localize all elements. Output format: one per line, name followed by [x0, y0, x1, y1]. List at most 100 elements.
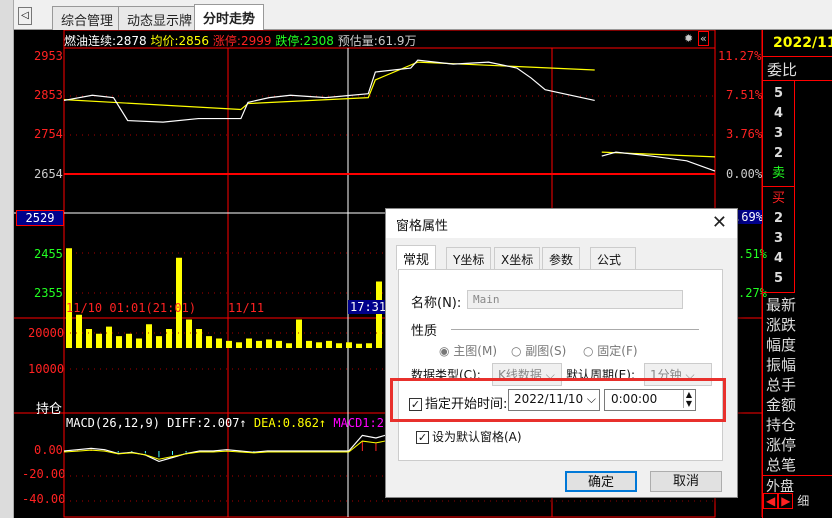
scroll-left-icon[interactable]: ◁: [18, 7, 32, 25]
time-cursor-label: 17:31: [348, 300, 389, 314]
radio-fixed[interactable]: ○ 固定(F): [583, 344, 638, 358]
volume-bar: [166, 329, 172, 348]
radio-main[interactable]: ◉ 主图(M): [439, 344, 498, 358]
volume-tick: 20000: [28, 326, 65, 340]
ok-button[interactable]: 确定: [565, 471, 637, 492]
start-time-checkbox[interactable]: ✓ 指定开始时间:: [409, 393, 507, 412]
checkbox-icon[interactable]: ✓: [416, 431, 429, 444]
macd-header: MACD(26,12,9) DIFF:2.007↑ DEA:0.862↑ MAC…: [66, 416, 398, 430]
macd-tick: 0.00: [34, 443, 63, 457]
cancel-button[interactable]: 取消: [650, 471, 722, 492]
tab-dynamic-board[interactable]: 动态显示牌: [118, 6, 202, 30]
default-pane-checkbox[interactable]: ✓ 设为默认窗格(A): [416, 428, 522, 445]
prev-icon[interactable]: ◀: [763, 493, 779, 509]
tab-params[interactable]: 参数: [542, 247, 581, 269]
volume-bar: [276, 340, 282, 348]
stat-label: 金额: [766, 396, 797, 414]
quote-panel: 2022/11/2 委比 5 4 3 2 卖 买 2 3 4 5 最新涨跌幅度振幅总手金额持仓涨…: [762, 30, 832, 518]
volume-bar: [366, 343, 372, 348]
ask-level: 5: [773, 86, 784, 101]
diff-value: 2.007: [203, 416, 240, 430]
y-tick: 2953: [34, 49, 63, 63]
estimate-value: 61.9万: [377, 34, 417, 48]
limit-up-value: 2999: [240, 34, 272, 48]
tab-y-axis[interactable]: Y坐标: [446, 247, 492, 269]
bid-levels: 买 2 3 4 5: [763, 187, 795, 293]
radio-label: 副图(S): [525, 344, 567, 358]
stat-label: 最新: [766, 296, 797, 314]
limit-up-label: 涨停: [212, 34, 237, 48]
volume-bar: [146, 324, 152, 348]
volume-bar: [126, 333, 132, 348]
time-label: 11/10 01:01(21:01): [66, 301, 197, 315]
spinner-icon[interactable]: ▲ ▼: [682, 390, 694, 408]
general-panel: 名称(N): Main 性质 ◉ 主图(M) ○ 副图(S) ○ 固定(F) 数…: [398, 269, 723, 461]
pct-tick: 11.27%: [718, 49, 762, 63]
order-ratio-label: 委比: [763, 57, 832, 81]
last-price: 2878: [116, 34, 147, 48]
volume-bar: [96, 333, 102, 348]
y-tick: 2853: [34, 88, 63, 102]
radio-sub[interactable]: ○ 副图(S): [511, 344, 567, 358]
stat-label: 涨跌: [766, 316, 797, 334]
pane-properties-dialog: 窗格属性 ✕ 常规 Y坐标 X坐标 参数 公式 名称(N): Main 性质 ◉…: [385, 208, 738, 498]
left-strip: [0, 0, 14, 518]
price-line: [601, 151, 716, 172]
volume-bar: [266, 339, 272, 348]
current-pct-marker: .69%: [734, 210, 763, 224]
limit-down-label: 跌停: [275, 34, 300, 48]
nature-label: 性质: [411, 324, 438, 339]
price-line: [63, 59, 595, 123]
start-date-value: 2022/11/10: [514, 392, 584, 406]
tab-detail[interactable]: 细: [797, 494, 810, 508]
avg-value: 2856: [178, 34, 210, 48]
stats-list: 最新 涨跌 幅度 振幅 总手 金额 持仓 涨停 总笔: [763, 293, 832, 476]
avg-price-line: [63, 61, 595, 111]
volume-tick: 10000: [28, 362, 65, 376]
y-tick: 2754: [34, 127, 63, 141]
volume-bar: [376, 281, 382, 348]
start-time-input[interactable]: 0:00:00 ▲ ▼: [604, 389, 696, 411]
limit-down-value: 2308: [303, 34, 334, 48]
tab-timeshare[interactable]: 分时走势: [194, 4, 265, 31]
checkbox-icon[interactable]: ✓: [409, 398, 422, 411]
start-time-label: 指定开始时间:: [425, 397, 508, 412]
volume-bar: [136, 338, 142, 348]
volume-bar: [286, 343, 292, 348]
volume-bar: [336, 343, 342, 348]
name-input[interactable]: Main: [467, 290, 683, 309]
radio-label: 固定(F): [597, 344, 638, 358]
quote-date: 2022/11/2: [763, 30, 832, 57]
stat-label: 持仓: [766, 416, 797, 434]
tab-general[interactable]: 常规: [396, 245, 437, 270]
macd-tick: -20.00: [22, 467, 66, 481]
close-icon[interactable]: ✕: [711, 212, 727, 233]
start-time-value: 0:00:00: [611, 392, 658, 406]
macd-tick: -40.00: [22, 492, 66, 506]
y-tick: 2355: [34, 286, 63, 300]
stat-label: 幅度: [766, 336, 797, 354]
tab-overview[interactable]: 综合管理: [52, 6, 123, 30]
pct-tick: .27%: [738, 286, 767, 300]
outer-volume-label: 外盘: [766, 479, 794, 495]
stat-label: 振幅: [766, 356, 797, 374]
highlight-box: [390, 378, 726, 422]
start-date-picker[interactable]: 2022/11/10 ⌵: [508, 389, 600, 411]
next-icon[interactable]: ▶: [778, 493, 794, 509]
tab-x-axis[interactable]: X坐标: [494, 247, 541, 269]
volume-bar: [156, 336, 162, 348]
bid-level: 4: [773, 251, 784, 266]
chevron-down-icon[interactable]: ⌵: [586, 392, 596, 406]
radio-label: 主图(M): [453, 344, 498, 358]
volume-bar: [66, 248, 72, 348]
bid-level: 2: [773, 211, 784, 226]
volume-bar: [76, 314, 82, 348]
volume-bar: [236, 342, 242, 348]
stat-label: 总笔: [766, 456, 797, 474]
macd1-label: MACD1: [333, 416, 370, 430]
tab-formula[interactable]: 公式: [590, 247, 636, 269]
volume-bar: [106, 326, 112, 348]
collapse-icon[interactable]: «: [698, 31, 709, 46]
estimate-label: 预估量: [337, 34, 374, 48]
settings-icon[interactable]: ✹: [684, 32, 694, 45]
